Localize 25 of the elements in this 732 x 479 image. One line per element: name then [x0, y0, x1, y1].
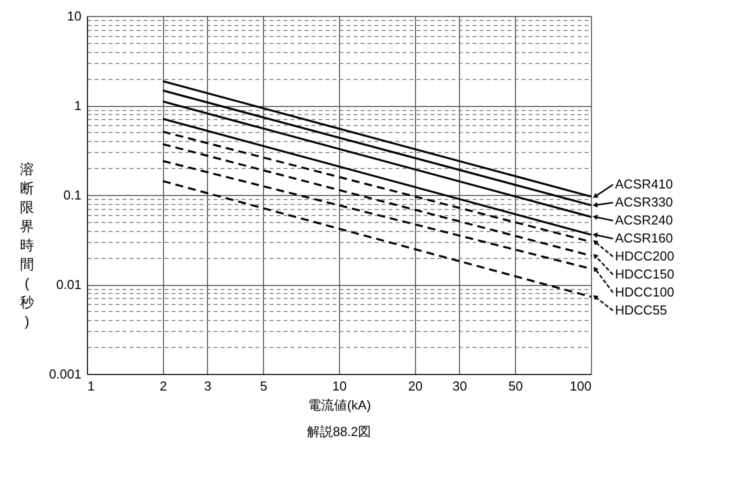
y-tick-label: 0.01	[56, 277, 82, 292]
x-tick-label: 30	[452, 378, 467, 394]
y-tick-label: 1	[74, 98, 82, 113]
legend-label: ACSR240	[615, 212, 673, 228]
x-tick-label: 5	[260, 378, 268, 394]
x-tick-label: 50	[508, 378, 523, 394]
x-tick-label: 20	[408, 378, 423, 394]
legend-label: ACSR410	[615, 176, 673, 192]
y-tick-label: 0.001	[48, 366, 82, 382]
y-tick-label: 10	[67, 8, 82, 24]
legend-label: HDCC55	[615, 302, 668, 318]
legend-label: HDCC100	[615, 284, 674, 300]
x-tick-label: 100	[570, 378, 592, 394]
text: 溶断限界時間(秒)	[20, 161, 34, 329]
x-tick-label: 1	[88, 378, 95, 394]
legend-label: HDCC200	[615, 248, 674, 264]
x-tick-label: 2	[160, 378, 167, 394]
x-axis-title: 電流値(kA)	[308, 398, 371, 412]
x-tick-label: 3	[204, 378, 212, 394]
text: 解説88.2図	[306, 424, 372, 439]
legend-label: ACSR330	[615, 194, 673, 210]
legend-label: HDCC150	[615, 266, 674, 282]
x-tick-label: 10	[332, 378, 347, 394]
y-tick-label: 0.1	[63, 188, 82, 202]
legend-label: ACSR160	[615, 230, 673, 246]
